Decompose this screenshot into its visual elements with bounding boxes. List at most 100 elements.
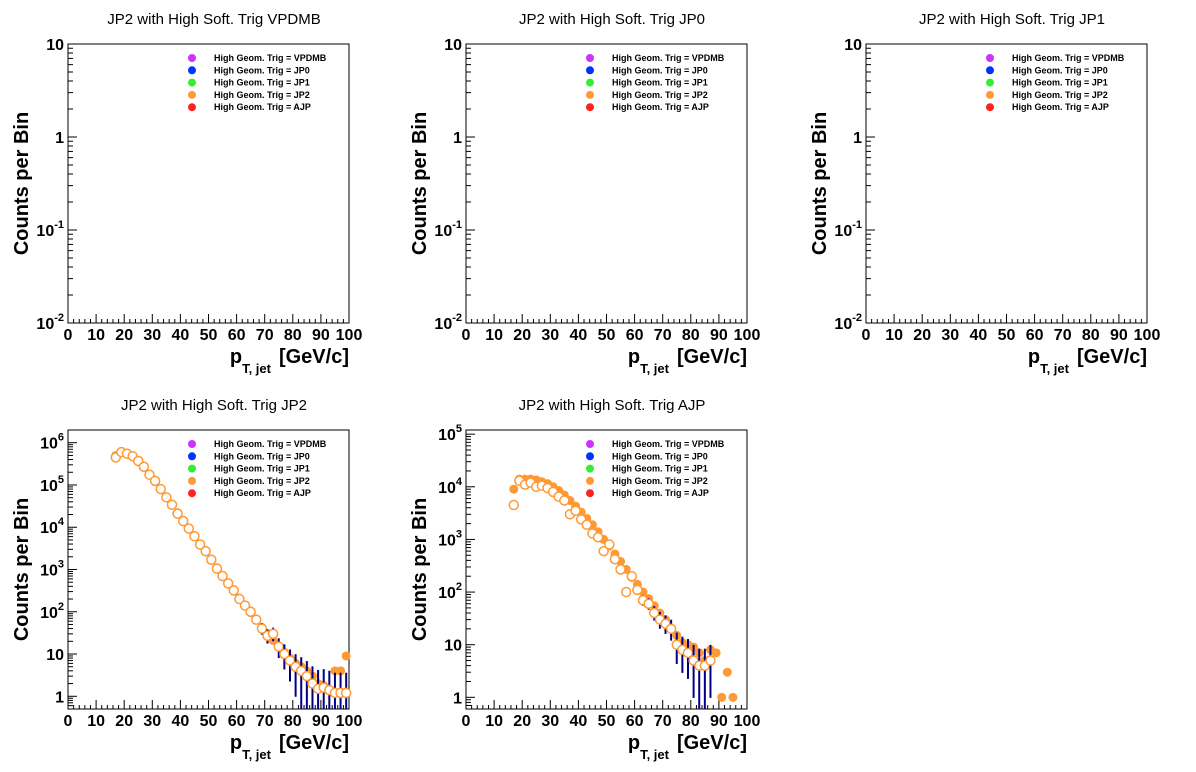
x-tick-label: 70 (256, 713, 274, 730)
data-point-open (138, 461, 150, 473)
x-tick-label: 80 (682, 327, 700, 344)
data-point-open (149, 475, 161, 487)
data-point-open (177, 515, 189, 527)
x-axis-title-main: p (230, 732, 242, 754)
x-axis-title: pT, jet [GeV/c] (628, 732, 747, 762)
y-tick-base: 10 (438, 480, 456, 497)
x-axis-title-main: p (1028, 346, 1040, 368)
legend-label: High Geom. Trig = VPDMB (214, 53, 327, 63)
chart-svg: JP2 with High Soft. Trig AJP 0 10 20 30 40 50 6… (409, 397, 760, 762)
data-point-open (705, 655, 716, 666)
data-point-filled (711, 648, 721, 658)
y-tick-label: 103 (438, 528, 462, 549)
x-axis-title-unit: [GeV/c] (677, 732, 747, 754)
x-tick-label: 80 (284, 713, 302, 730)
x-tick-label: 20 (115, 327, 133, 344)
x-axis-title-sub: T, jet (242, 747, 272, 762)
data-point-open (273, 641, 284, 652)
x-tick-label: 60 (626, 713, 644, 730)
legend-label: High Geom. Trig = VPDMB (214, 439, 327, 449)
data-point-open (581, 519, 593, 531)
chart-title: JP2 with High Soft. Trig AJP (519, 397, 706, 414)
y-tick-label: 104 (438, 476, 463, 497)
x-axis-title-sub: T, jet (640, 361, 670, 376)
x-tick-label: 10 (485, 713, 503, 730)
legend-marker (586, 476, 594, 485)
x-tick-label: 50 (598, 713, 616, 730)
y-tick-label: 10 (444, 37, 462, 54)
legend-marker (586, 103, 594, 112)
legend-label: High Geom. Trig = AJP (214, 102, 311, 112)
chart-title: JP2 with High Soft. Trig JP2 (121, 397, 307, 414)
chart-svg: JP2 with High Soft. Trig VPDMB 0 10 20 30 40 5… (11, 11, 363, 376)
y-tick-base: 1 (453, 690, 462, 707)
chart-title: JP2 with High Soft. Trig JP0 (519, 11, 705, 28)
legend-marker (986, 54, 994, 62)
legend-label: High Geom. Trig = JP1 (214, 78, 310, 88)
y-tick-exponent: -1 (452, 219, 462, 231)
data-point-open (340, 687, 352, 699)
data-point-filled (728, 692, 738, 702)
legend-label: High Geom. Trig = JP2 (1012, 90, 1108, 100)
legend-label: High Geom. Trig = JP1 (612, 464, 708, 474)
legend-label: High Geom. Trig = JP1 (214, 464, 310, 474)
data-point-open (166, 499, 178, 511)
legend-marker (188, 464, 196, 473)
legend-label: High Geom. Trig = JP0 (612, 65, 708, 75)
data-point-open (620, 586, 632, 598)
x-tick-label: 50 (598, 327, 616, 344)
x-tick-label: 20 (513, 713, 531, 730)
x-axis-title-sub: T, jet (242, 361, 272, 376)
y-tick-base: 1 (853, 130, 862, 147)
x-tick-label: 30 (541, 713, 559, 730)
data-point-open (632, 584, 643, 596)
chart-panel-vpdmb: JP2 with High Soft. Trig VPDMB 0 10 20 30 40 5… (0, 0, 398, 386)
x-tick-label: 20 (513, 327, 531, 344)
x-tick-label: 0 (862, 327, 871, 344)
legend-label: High Geom. Trig = JP0 (214, 451, 310, 461)
legend-marker (986, 103, 994, 112)
x-tick-label: 80 (1082, 327, 1100, 344)
y-tick-label: 10 (46, 647, 64, 664)
x-tick-label: 90 (1110, 327, 1128, 344)
legend-marker (188, 489, 196, 498)
legend-label: High Geom. Trig = AJP (612, 102, 709, 112)
legend-marker (586, 464, 594, 473)
x-tick-label: 20 (115, 713, 133, 730)
legend-marker (188, 440, 196, 448)
data-point-open (245, 606, 256, 618)
x-axis-title: pT, jet [GeV/c] (230, 732, 349, 762)
y-tick-base: 1 (55, 689, 64, 706)
x-tick-label: 60 (626, 327, 644, 344)
x-tick-label: 40 (970, 327, 988, 344)
x-axis-title-main: p (230, 346, 242, 368)
y-tick-exponent: 2 (456, 581, 462, 593)
y-tick-base: 10 (40, 563, 58, 580)
x-tick-label: 100 (336, 327, 363, 344)
x-tick-label: 50 (200, 713, 218, 730)
data-point-open (267, 628, 279, 640)
chart-panel-jp2: JP2 with High Soft. Trig JP2 0 10 20 30 40 50 6… (0, 386, 398, 772)
legend-marker (986, 90, 994, 99)
y-tick-exponent: 5 (58, 474, 64, 486)
x-tick-label: 40 (570, 713, 588, 730)
x-tick-label: 70 (256, 327, 274, 344)
x-tick-label: 10 (87, 713, 105, 730)
y-tick-label: 105 (40, 474, 64, 495)
y-tick-label: 10-2 (36, 312, 64, 333)
y-tick-base: 10 (40, 520, 58, 537)
x-tick-label: 30 (941, 327, 959, 344)
y-tick-base: 10 (444, 37, 462, 54)
x-axis-title-main: p (628, 732, 640, 754)
legend-label: High Geom. Trig = AJP (214, 488, 311, 498)
data-point-open (194, 539, 206, 550)
data-point-open (643, 598, 654, 609)
legend-marker (188, 452, 196, 461)
x-tick-label: 30 (143, 327, 161, 344)
y-tick-label: 102 (438, 581, 462, 602)
x-tick-label: 80 (682, 713, 700, 730)
x-tick-label: 40 (172, 713, 190, 730)
data-point-open (604, 539, 615, 550)
x-tick-label: 50 (998, 327, 1016, 344)
y-tick-exponent: 3 (456, 528, 462, 540)
